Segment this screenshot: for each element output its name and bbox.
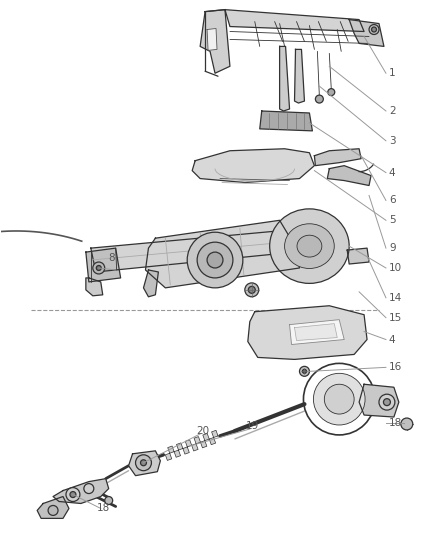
Polygon shape [145, 220, 300, 288]
Circle shape [371, 27, 377, 32]
Circle shape [303, 369, 307, 373]
Polygon shape [174, 450, 180, 457]
Polygon shape [86, 278, 103, 296]
Polygon shape [53, 479, 109, 504]
Polygon shape [260, 111, 312, 131]
Circle shape [401, 418, 413, 430]
Polygon shape [177, 443, 183, 450]
Circle shape [66, 488, 80, 502]
Circle shape [187, 232, 243, 288]
Text: 20: 20 [196, 426, 209, 436]
Polygon shape [91, 226, 334, 272]
Text: 10: 10 [389, 263, 402, 273]
Polygon shape [203, 433, 209, 441]
Circle shape [141, 460, 146, 466]
Polygon shape [192, 149, 314, 182]
Text: 16: 16 [389, 362, 402, 373]
Text: 15: 15 [389, 313, 402, 322]
Ellipse shape [314, 373, 365, 425]
Circle shape [84, 483, 94, 494]
Text: 1: 1 [389, 68, 396, 78]
Circle shape [379, 394, 395, 410]
Polygon shape [86, 248, 120, 282]
Text: 4: 4 [389, 335, 396, 344]
Circle shape [48, 505, 58, 515]
Ellipse shape [297, 235, 322, 257]
Text: 2: 2 [389, 106, 396, 116]
Polygon shape [201, 441, 207, 448]
Circle shape [383, 399, 390, 406]
Text: 4: 4 [389, 167, 396, 177]
Polygon shape [207, 29, 217, 51]
Polygon shape [294, 324, 337, 341]
Circle shape [300, 366, 309, 376]
Circle shape [70, 491, 76, 497]
Polygon shape [192, 444, 198, 451]
Polygon shape [129, 451, 160, 475]
Text: 8: 8 [109, 253, 115, 263]
Circle shape [245, 283, 259, 297]
Circle shape [207, 252, 223, 268]
Polygon shape [168, 446, 174, 453]
Polygon shape [183, 447, 189, 454]
Ellipse shape [270, 209, 349, 284]
Polygon shape [248, 306, 367, 359]
Text: 3: 3 [389, 136, 396, 146]
Polygon shape [209, 438, 215, 445]
Polygon shape [212, 430, 218, 438]
Polygon shape [327, 166, 371, 185]
Circle shape [197, 242, 233, 278]
Circle shape [369, 25, 379, 35]
Text: 18: 18 [389, 418, 402, 428]
Polygon shape [359, 384, 399, 417]
Circle shape [96, 265, 101, 270]
Circle shape [328, 88, 335, 95]
Polygon shape [279, 46, 290, 111]
Circle shape [315, 95, 323, 103]
Polygon shape [200, 10, 230, 73]
Polygon shape [225, 10, 364, 31]
Polygon shape [144, 270, 159, 297]
Polygon shape [185, 440, 192, 447]
Text: 18: 18 [97, 504, 110, 513]
Text: 5: 5 [389, 215, 396, 225]
Circle shape [248, 286, 255, 293]
Ellipse shape [285, 224, 334, 269]
Polygon shape [194, 437, 201, 444]
Circle shape [105, 497, 113, 504]
Polygon shape [37, 497, 69, 519]
Circle shape [93, 262, 105, 274]
Polygon shape [314, 149, 361, 166]
Polygon shape [347, 248, 369, 264]
Text: 14: 14 [389, 293, 402, 303]
Polygon shape [165, 453, 172, 461]
Text: 19: 19 [246, 421, 259, 431]
Text: 9: 9 [389, 243, 396, 253]
Polygon shape [349, 20, 384, 46]
Text: 6: 6 [389, 196, 396, 205]
Circle shape [135, 455, 152, 471]
Polygon shape [294, 50, 304, 103]
Polygon shape [290, 320, 344, 344]
Ellipse shape [324, 384, 354, 414]
